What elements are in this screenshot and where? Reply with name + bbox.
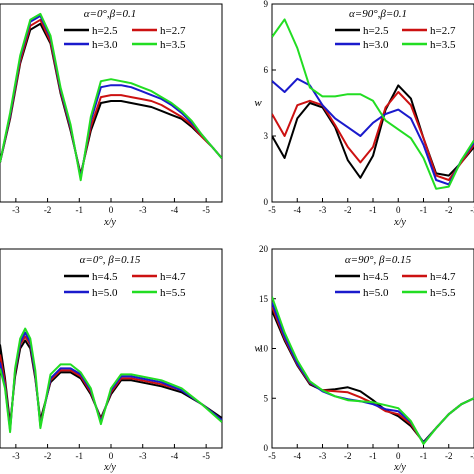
y-tick-label: 6 — [264, 65, 269, 75]
y-tick-label: 9 — [264, 0, 269, 9]
y-tick-label: 0 — [264, 443, 269, 453]
x-tick-label: -3 — [470, 205, 474, 215]
series-line-4 — [0, 327, 222, 434]
x-tick-label: 0 — [396, 205, 401, 215]
legend-label-4: h=3.5 — [160, 39, 186, 51]
y-axis-label: w — [254, 97, 262, 109]
x-axis-label: x/y — [103, 217, 116, 228]
legend-label-4: h=5.5 — [160, 287, 186, 299]
series-line-1 — [272, 84, 474, 179]
x-tick-label: 0 — [109, 451, 114, 461]
x-tick-label: -3 — [319, 205, 327, 215]
x-tick-label: -3 — [139, 205, 147, 215]
x-tick-label: -2 — [445, 205, 453, 215]
y-tick-label: 0 — [264, 197, 269, 207]
x-tick-label: -1 — [420, 205, 428, 215]
panel-annotation: α=90°, β=0.15 — [345, 254, 412, 266]
x-tick-label: 0 — [396, 451, 401, 461]
x-tick-label: -5 — [268, 205, 276, 215]
series-line-4 — [272, 18, 474, 190]
panel-bottom-right: -5 -4 -3 -2 -1 0 -1 -2 -3 0 5 10 15 20 w x/y α=90°, β=0.… — [254, 244, 474, 473]
legend-label-4: h=3.5 — [430, 39, 456, 51]
legend-label-3: h=5.0 — [363, 287, 389, 299]
x-tick-label: -2 — [44, 451, 52, 461]
series-line-2 — [272, 306, 474, 444]
y-tick-label: 15 — [259, 294, 269, 304]
x-tick-label: -5 — [202, 451, 210, 461]
series-line-2 — [0, 18, 222, 178]
x-tick-label: -4 — [294, 205, 302, 215]
legend-label-3: h=3.0 — [363, 39, 389, 51]
x-tick-label: -1 — [76, 205, 84, 215]
legend-label-2: h=2.7 — [430, 25, 456, 37]
series-line-3 — [272, 77, 474, 186]
panel-top-left: -3 -2 -1 0 -3 -4 -5 x/y α=0°,β=0.1 h=2.5 h=2.7 h=3.… — [0, 3, 223, 228]
x-tick-label: 0 — [109, 205, 114, 215]
legend-label-2: h=4.7 — [430, 271, 456, 283]
x-tick-label: -2 — [344, 451, 352, 461]
x-axis-label: x/y — [393, 217, 406, 228]
series-line-3 — [0, 14, 222, 180]
x-tick-label: -3 — [12, 205, 20, 215]
series-line-2 — [0, 335, 222, 430]
x-tick-label: -2 — [344, 205, 352, 215]
series-line-1 — [272, 310, 474, 443]
x-axis-label: x/y — [393, 462, 406, 473]
x-tick-label: -4 — [171, 451, 179, 461]
panel-annotation: α=90°,β=0.1 — [349, 8, 407, 20]
legend-label-1: h=2.5 — [363, 25, 389, 37]
y-tick-label: 3 — [264, 131, 269, 141]
legend-label-1: h=4.5 — [363, 271, 389, 283]
series-line-4 — [272, 296, 474, 445]
panel-annotation: α=0°,β=0.1 — [84, 8, 137, 20]
y-axis-label: w — [254, 343, 262, 355]
x-tick-label: -5 — [202, 205, 210, 215]
x-tick-label: -1 — [76, 451, 84, 461]
y-tick-label: 20 — [259, 244, 269, 254]
legend-label-3: h=5.0 — [92, 287, 118, 299]
panel-bottom-left: -3 -2 -1 0 -3 -4 -5 x/y α=0°, β=0.15 h=4.5 h=4.7 h=… — [0, 248, 223, 473]
x-axis-label: x/y — [103, 462, 116, 473]
x-tick-label: -3 — [470, 451, 474, 461]
legend-label-1: h=2.5 — [92, 25, 118, 37]
legend-label-3: h=3.0 — [92, 39, 118, 51]
series-line-2 — [272, 91, 474, 181]
x-tick-label: -4 — [294, 451, 302, 461]
y-tick-label: 5 — [264, 393, 269, 403]
series-line-1 — [0, 22, 222, 176]
x-tick-label: -3 — [12, 451, 20, 461]
x-tick-label: -3 — [139, 451, 147, 461]
x-tick-label: -4 — [171, 205, 179, 215]
x-tick-label: -2 — [44, 205, 52, 215]
x-tick-label: -5 — [268, 451, 276, 461]
x-tick-label: -3 — [319, 451, 327, 461]
x-tick-label: -1 — [369, 205, 377, 215]
x-tick-label: -2 — [445, 451, 453, 461]
legend-label-2: h=4.7 — [160, 271, 186, 283]
legend-label-1: h=4.5 — [92, 271, 118, 283]
legend-label-4: h=5.5 — [430, 287, 456, 299]
y-tick-label: 10 — [259, 344, 269, 354]
legend-label-2: h=2.7 — [160, 25, 186, 37]
panel-annotation: α=0°, β=0.15 — [80, 254, 141, 266]
series-line-4 — [0, 12, 222, 182]
x-tick-label: -1 — [420, 451, 428, 461]
x-tick-label: -1 — [369, 451, 377, 461]
panel-top-right: -5 -4 -3 -2 -1 0 -1 -2 -3 0 3 6 9 w x/y α=90°,β=0.1 h=2.… — [254, 0, 474, 228]
series-line-3 — [0, 331, 222, 432]
